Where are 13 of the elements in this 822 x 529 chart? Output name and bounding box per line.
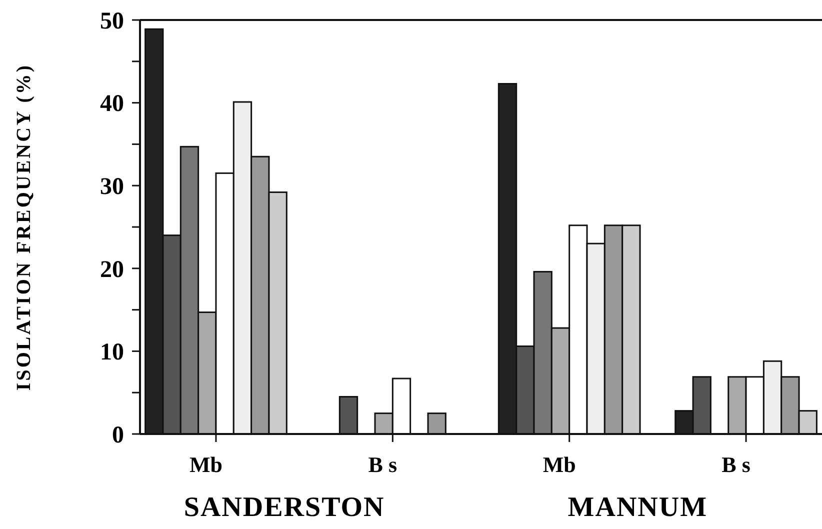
- text: MANNUM: [568, 492, 708, 523]
- x-tick-label: B s: [368, 452, 398, 477]
- y-axis-title: ISOLATION FREQUENCY (%): [13, 63, 35, 391]
- y-tick-label: 0: [112, 422, 124, 448]
- y-tick-label: 50: [100, 8, 124, 34]
- y-tick-label: 10: [100, 340, 124, 366]
- y-tick-label: 30: [100, 174, 124, 200]
- x-tick-label: Mb: [189, 452, 222, 477]
- text: SANDERSTON: [184, 492, 385, 523]
- x-tick-label: B s: [722, 452, 751, 477]
- y-tick-label: 20: [100, 256, 124, 283]
- y-tick-label: 40: [100, 91, 124, 118]
- x-tick-label: Mb: [542, 452, 576, 477]
